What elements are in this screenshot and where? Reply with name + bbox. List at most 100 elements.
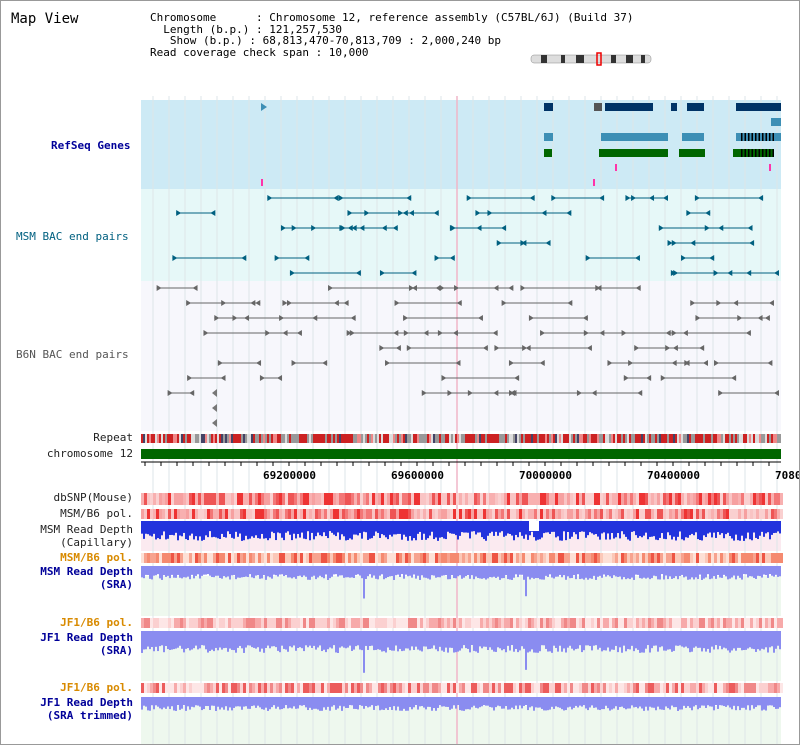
repeat-block	[773, 434, 775, 443]
depth-bar	[771, 697, 773, 706]
pol-block	[462, 509, 465, 519]
pol-block	[225, 618, 228, 628]
depth-bar	[563, 521, 565, 532]
repeat-block	[405, 434, 407, 443]
depth-bar	[157, 697, 159, 707]
depth-bar	[381, 521, 383, 535]
pol-block	[306, 493, 309, 505]
depth-bar	[751, 631, 753, 649]
depth-bar	[693, 566, 695, 580]
depth-bar	[301, 521, 303, 533]
repeat-block	[311, 434, 313, 443]
pol-block	[486, 683, 489, 693]
depth-bar	[773, 631, 775, 653]
pol-block	[393, 683, 396, 693]
track-label-refseq[interactable]: RefSeq Genes	[51, 139, 131, 152]
track-label-msm-bac[interactable]: MSM BAC end pairs	[16, 230, 129, 243]
bac-end	[434, 255, 440, 261]
repeat-block	[659, 434, 661, 443]
repeat-block	[193, 434, 195, 443]
pol-block	[345, 683, 348, 693]
pol-block	[729, 493, 732, 505]
depth-bar	[311, 566, 313, 577]
depth-bar	[171, 631, 173, 650]
pol-block	[702, 618, 705, 628]
pol-block	[705, 493, 708, 505]
pol-block	[402, 553, 405, 563]
depth-bar	[409, 521, 411, 537]
depth-bar	[255, 521, 257, 536]
pol-block	[663, 683, 666, 693]
pol-block	[480, 683, 483, 693]
pol-block	[474, 553, 477, 563]
pol-block	[774, 618, 777, 628]
bac-end	[662, 195, 668, 201]
depth-bar	[651, 566, 653, 579]
repeat-block	[503, 434, 505, 443]
pol-block	[726, 509, 729, 519]
pol-block	[417, 509, 420, 519]
depth-bar	[459, 697, 461, 711]
depth-bar	[575, 697, 577, 706]
depth-bar	[721, 566, 723, 578]
depth-bar	[631, 521, 633, 532]
pol-block	[591, 618, 594, 628]
depth-bar	[329, 631, 331, 648]
depth-bar	[469, 521, 471, 539]
depth-bar	[641, 631, 643, 653]
depth-bar	[605, 566, 607, 577]
depth-bar	[175, 521, 177, 533]
pol-block	[180, 618, 183, 628]
depth-bar	[251, 631, 253, 648]
pol-block	[324, 618, 327, 628]
bac-end	[447, 390, 453, 396]
pol-block	[498, 493, 501, 505]
depth-bar	[333, 631, 335, 646]
depth-bar	[567, 697, 569, 708]
repeat-block	[501, 434, 503, 443]
depth-bar	[317, 631, 319, 648]
repeat-block	[609, 434, 611, 443]
depth-bar	[195, 566, 197, 576]
depth-bar	[711, 566, 713, 579]
depth-bar	[273, 697, 275, 706]
pol-block	[153, 493, 156, 505]
pol-block	[198, 618, 201, 628]
repeat-block	[175, 434, 177, 443]
pol-block	[276, 493, 279, 505]
depth-bar	[463, 566, 465, 578]
repeat-block	[651, 434, 653, 443]
repeat-block	[517, 434, 519, 443]
pol-block	[423, 509, 426, 519]
depth-bar	[401, 566, 403, 575]
repeat-block	[675, 434, 677, 443]
axis-tick-label: 70400000	[647, 469, 700, 482]
pol-block	[348, 618, 351, 628]
depth-bar	[391, 521, 393, 537]
depth-bar	[215, 697, 217, 711]
pol-block	[594, 618, 597, 628]
depth-bar	[335, 697, 337, 710]
pol-block	[669, 493, 672, 505]
pol-block	[684, 509, 687, 519]
depth-bar	[699, 697, 701, 708]
pol-block	[519, 493, 522, 505]
depth-bar	[261, 566, 263, 579]
pol-block	[537, 618, 540, 628]
repeat-block	[583, 434, 585, 443]
depth-bar	[639, 697, 641, 707]
track-label-b6n-bac[interactable]: B6N BAC end pairs	[16, 348, 129, 361]
pol-block	[681, 553, 684, 563]
repeat-block	[191, 434, 193, 443]
depth-bar	[239, 521, 241, 534]
pol-block	[654, 618, 657, 628]
depth-bar	[285, 521, 287, 533]
depth-bar	[655, 566, 657, 577]
depth-bar	[741, 631, 743, 651]
pol-block	[708, 509, 711, 519]
depth-bar	[493, 521, 495, 536]
depth-bar	[675, 697, 677, 708]
depth-bar	[587, 566, 589, 580]
depth-bar	[621, 521, 623, 532]
